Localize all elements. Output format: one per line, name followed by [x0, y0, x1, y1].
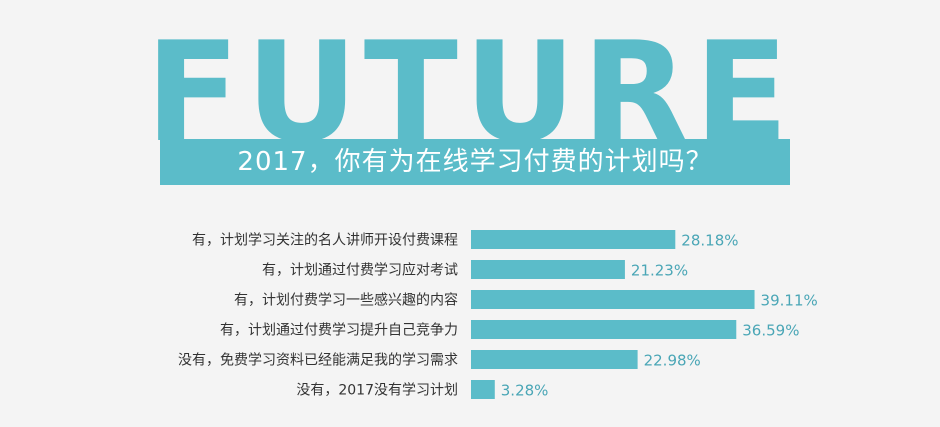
bar: [471, 320, 737, 339]
bar: [471, 380, 495, 399]
bar-chart: 有，计划学习关注的名人讲师开设付费课程 28.18% 有，计划通过付费学习应对考试 2…: [178, 230, 818, 400]
category-label: 有，计划通过付费学习应对考试: [262, 262, 458, 279]
bar: [471, 290, 755, 309]
value-label: 28.18%: [681, 232, 738, 250]
value-label: 22.98%: [644, 352, 701, 370]
value-label: 39.11%: [761, 292, 818, 310]
category-label: 有，计划付费学习一些感兴趣的内容: [234, 292, 458, 309]
question-banner: 2017，你有为在线学习付费的计划吗？: [160, 139, 790, 185]
category-label: 没有，2017没有学习计划: [296, 383, 458, 399]
value-label: 21.23%: [631, 262, 688, 280]
category-label: 有，计划学习关注的名人讲师开设付费课程: [192, 233, 458, 249]
category-label: 没有，免费学习资料已经能满足我的学习需求: [178, 353, 458, 369]
bar: [471, 350, 638, 369]
header: FUTURE 2017，你有为在线学习付费的计划吗？: [0, 0, 940, 190]
value-label: 36.59%: [742, 322, 799, 340]
bar: [471, 230, 676, 249]
hero-title: FUTURE: [145, 12, 795, 173]
bar: [471, 260, 625, 279]
value-label: 3.28%: [501, 382, 549, 400]
category-label: 有，计划通过付费学习提升自己竞争力: [220, 322, 458, 339]
